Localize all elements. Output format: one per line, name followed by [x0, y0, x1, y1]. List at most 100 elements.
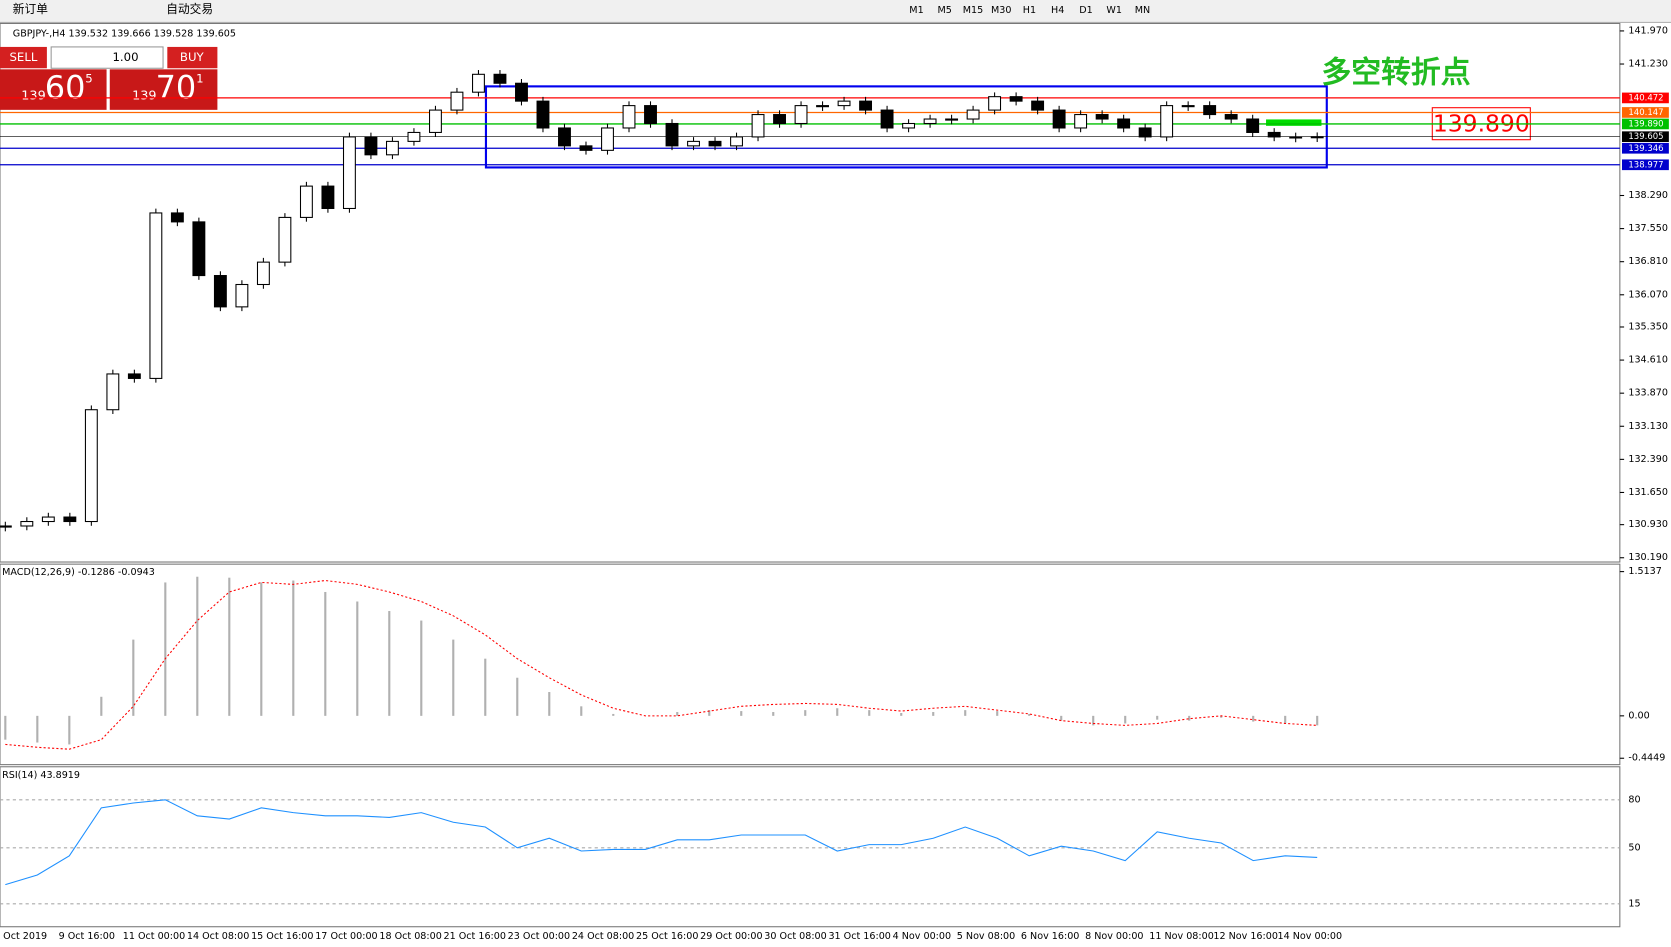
- candle-body: [1095, 114, 1109, 120]
- y-tick-label: 138.290: [1628, 190, 1668, 201]
- buy-label[interactable]: BUY: [180, 50, 205, 64]
- macd-bar: [804, 710, 807, 716]
- timeframe[interactable]: M30: [991, 5, 1011, 16]
- level-tag: [1621, 142, 1669, 154]
- candle-body: [213, 275, 227, 308]
- candle-body: [1138, 127, 1152, 138]
- x-tick-label: 6 Nov 16:00: [1021, 931, 1079, 942]
- macd-bar: [132, 639, 135, 716]
- chart-title: GBPJPY-,H4 139.532 139.666 139.528 139.6…: [13, 29, 236, 40]
- macd-bar: [292, 580, 295, 716]
- candle-body: [1224, 114, 1238, 120]
- candle-body: [730, 136, 743, 147]
- y-tick-label: 132.390: [1628, 454, 1668, 465]
- macd-bar: [836, 708, 839, 716]
- candle-body: [472, 73, 485, 93]
- sell-button[interactable]: [0, 46, 47, 69]
- candle-body: [558, 127, 571, 147]
- timeframe[interactable]: MN: [1135, 5, 1150, 16]
- ask-main: 70: [156, 69, 197, 107]
- y-tick-label: 0.00: [1628, 710, 1649, 721]
- candle-body: [321, 185, 335, 210]
- candle-body: [149, 212, 163, 379]
- level-label: 139.605: [1628, 132, 1663, 142]
- candle-body: [579, 145, 593, 151]
- candle-body: [1074, 114, 1088, 129]
- main-pane: [0, 22, 1621, 563]
- rsi-title: RSI(14) 43.8919: [2, 770, 80, 781]
- macd-bar: [452, 639, 455, 716]
- candle-body: [708, 140, 722, 147]
- macd-bar: [1124, 715, 1127, 724]
- candle-body: [536, 100, 550, 129]
- annotation: 139.890: [1433, 109, 1530, 137]
- level-tag: [1621, 159, 1669, 171]
- macd-bar: [900, 712, 903, 716]
- timeframe[interactable]: H1: [1023, 5, 1036, 16]
- candle-body: [816, 105, 830, 108]
- candle-body: [644, 105, 657, 125]
- sell-label[interactable]: SELL: [9, 50, 37, 64]
- level-tag: [1621, 92, 1669, 104]
- y-tick-label: 131.650: [1628, 487, 1668, 498]
- candle-body: [20, 520, 34, 527]
- y-tick-label: 130.930: [1628, 519, 1668, 530]
- level-tag: [1621, 131, 1669, 143]
- macd-bar: [420, 620, 423, 716]
- x-tick-label: 21 Oct 16:00: [444, 931, 506, 942]
- lots-input[interactable]: [50, 46, 164, 69]
- candle-body: [622, 105, 636, 129]
- buy-button[interactable]: [167, 46, 218, 69]
- timeframe[interactable]: M1: [909, 5, 923, 16]
- level-tag: [1621, 118, 1669, 130]
- x-tick-label: 30 Oct 08:00: [764, 931, 826, 942]
- macd-bar: [516, 677, 519, 716]
- timeframe[interactable]: W1: [1106, 5, 1122, 16]
- timeframe[interactable]: M15: [963, 5, 983, 16]
- y-tick-label: 80: [1628, 794, 1640, 805]
- macd-bar: [324, 591, 327, 716]
- candle-body: [1203, 105, 1217, 116]
- candle-body: [1310, 136, 1324, 139]
- new-order[interactable]: 新订单: [13, 2, 48, 16]
- macd-bar: [356, 601, 359, 716]
- x-tick-label: 11 Oct 00:00: [123, 931, 185, 942]
- candle-body: [1181, 105, 1195, 108]
- candle-body: [235, 283, 249, 308]
- y-tick-label: 136.810: [1628, 256, 1668, 267]
- macd-bar: [740, 711, 743, 716]
- candle-body: [1009, 96, 1023, 102]
- timeframe[interactable]: D1: [1079, 5, 1092, 16]
- bid-big: 139: [21, 88, 45, 103]
- candle-body: [515, 82, 528, 102]
- timeframe[interactable]: H4: [1051, 5, 1064, 16]
- candle-body: [966, 109, 980, 120]
- candle-body: [880, 109, 894, 129]
- y-tick-label: 141.970: [1628, 25, 1668, 36]
- auto-trading[interactable]: 自动交易: [166, 2, 213, 16]
- y-tick-label: -0.4449: [1628, 753, 1665, 764]
- bid-box[interactable]: [0, 69, 107, 110]
- ask-box[interactable]: [109, 69, 218, 110]
- candle-body: [170, 212, 184, 223]
- y-tick-label: 133.130: [1628, 421, 1668, 432]
- y-tick-label: 15: [1628, 898, 1640, 909]
- macd-bar: [1316, 715, 1319, 726]
- x-tick-label: 15 Oct 16:00: [251, 931, 313, 942]
- timeframe[interactable]: M5: [938, 5, 952, 16]
- candle-body: [342, 136, 356, 210]
- macd-bar: [1092, 715, 1095, 726]
- macd-bar: [676, 712, 679, 716]
- candle-body: [63, 516, 77, 523]
- lots-value[interactable]: 1.00: [112, 50, 138, 64]
- level-label: 140.147: [1628, 108, 1663, 118]
- candle-body: [1160, 105, 1174, 138]
- macd-bar: [1252, 715, 1255, 722]
- candle-body: [192, 221, 206, 277]
- macd-bar: [868, 710, 871, 716]
- candle-body: [1052, 109, 1066, 129]
- macd-bar: [580, 706, 583, 716]
- range-box: [484, 85, 1328, 169]
- bid-main: 60: [45, 69, 86, 107]
- candle-body: [385, 140, 399, 156]
